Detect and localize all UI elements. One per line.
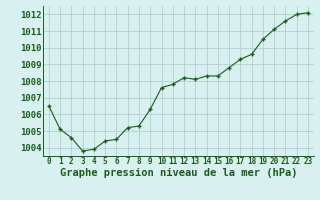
X-axis label: Graphe pression niveau de la mer (hPa): Graphe pression niveau de la mer (hPa) [60,168,297,178]
